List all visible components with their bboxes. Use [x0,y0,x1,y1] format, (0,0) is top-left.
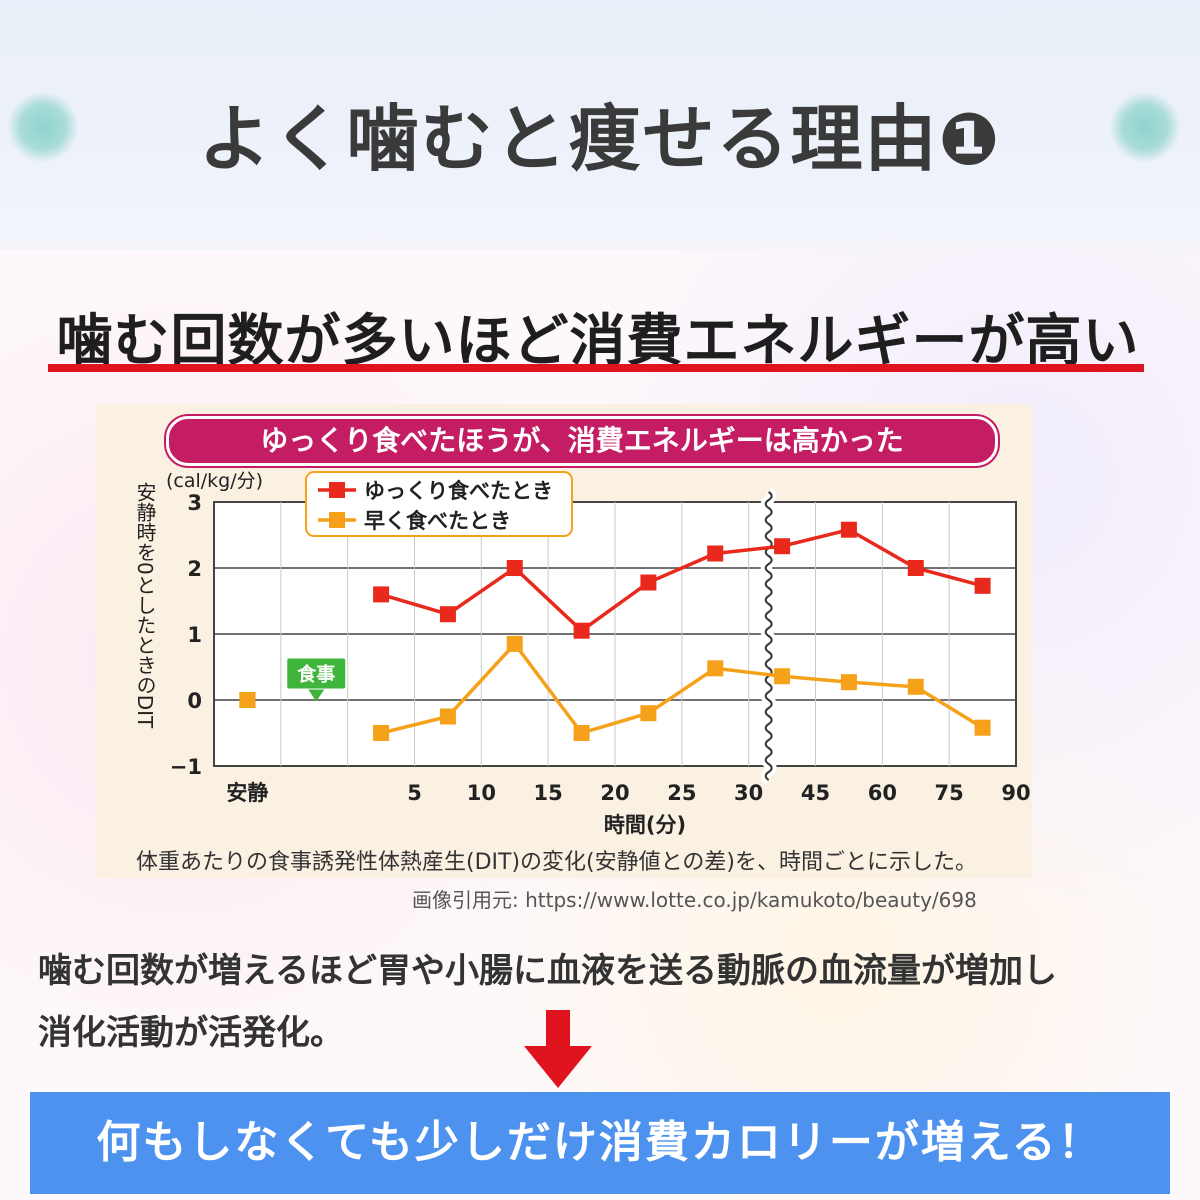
body-text-line: 消化活動が活発化。 [38,1013,344,1053]
y-tick-label: 0 [187,689,202,713]
data-point [774,668,791,685]
chart-panel: ゆっくり食べたほうが、消費エネルギーは高かった 安静時を0としたときのDIT (… [96,404,1032,878]
series-line [380,641,984,736]
source-credit: 画像引用元: https://www.lotte.co.jp/kamukoto/… [412,888,977,912]
page-title: よく噛むと痩せる理由❶ [198,97,1002,181]
x-tick-label: 5 [407,781,422,805]
legend-label: ゆっくり食べたとき [364,479,553,503]
data-point [506,560,523,576]
x-tick-label: 45 [801,781,830,805]
legend-label: 早く食べたとき [364,509,511,533]
data-point [640,574,657,591]
data-point [974,719,991,736]
x-tick-label: 20 [600,781,629,805]
data-point [439,606,456,623]
data-point [439,708,456,725]
x-tick-label: 25 [667,781,696,805]
x-axis-title: 時間(分) [604,813,686,837]
x-tick-label: 安静 [226,781,268,805]
down-arrow-icon [524,1010,592,1088]
legend-box [305,471,573,537]
x-tick-label: 60 [868,781,897,805]
data-point [840,521,857,538]
body-text: 噛む回数が増えるほど胃や小腸に血液を送る動脈の血流量が増加し 消化活動が活発化。 [38,940,1178,1064]
conclusion-banner: 何もしなくても少しだけ消費カロリーが増える！ [30,1092,1170,1194]
axis-break-line [764,491,773,781]
data-point [907,678,924,695]
header-band [0,0,1200,250]
decoration-blob-icon [8,92,78,162]
data-point [373,725,390,741]
subtitle-underline [48,364,1144,372]
data-point [373,586,390,603]
data-point [506,635,523,652]
data-point [774,538,791,555]
data-point [907,560,924,576]
y-tick-label: 1 [187,623,202,647]
decoration-blob-icon [1110,92,1180,162]
legend-marker [329,512,345,528]
y-axis-unit: (cal/kg/分) [166,470,264,492]
meal-tag-label: 食事 [297,663,335,686]
x-tick-label: 30 [734,781,763,805]
series-line [380,527,984,633]
data-point [573,725,590,741]
chart-banner: ゆっくり食べたほうが、消費エネルギーは高かった [166,416,998,466]
data-point [573,622,590,639]
x-tick-label: 75 [935,781,964,805]
x-tick-label: 15 [534,781,563,805]
data-point [974,577,991,594]
y-tick-label: 2 [187,557,202,581]
data-point [239,692,256,708]
x-tick-label: 90 [1001,781,1030,805]
data-point [640,705,657,722]
x-tick-label: 10 [467,781,496,805]
legend-marker [329,482,345,498]
meal-tag-pointer-icon [308,689,325,702]
y-tick-label: 3 [187,491,202,515]
data-point [707,545,724,562]
y-axis-title: 安静時を0としたときのDIT [133,482,157,729]
data-point [707,660,724,677]
data-point [840,674,857,691]
subtitle: 噛む回数が多いほど消費エネルギーが高い [56,309,1140,374]
y-tick-label: −1 [170,755,202,779]
body-text-line: 噛む回数が増えるほど胃や小腸に血液を送る動脈の血流量が増加し [38,951,1057,991]
chart-note: 体重あたりの食事誘発性体熱産生(DIT)の変化(安静値との差)を、時間ごとに示し… [136,850,977,875]
